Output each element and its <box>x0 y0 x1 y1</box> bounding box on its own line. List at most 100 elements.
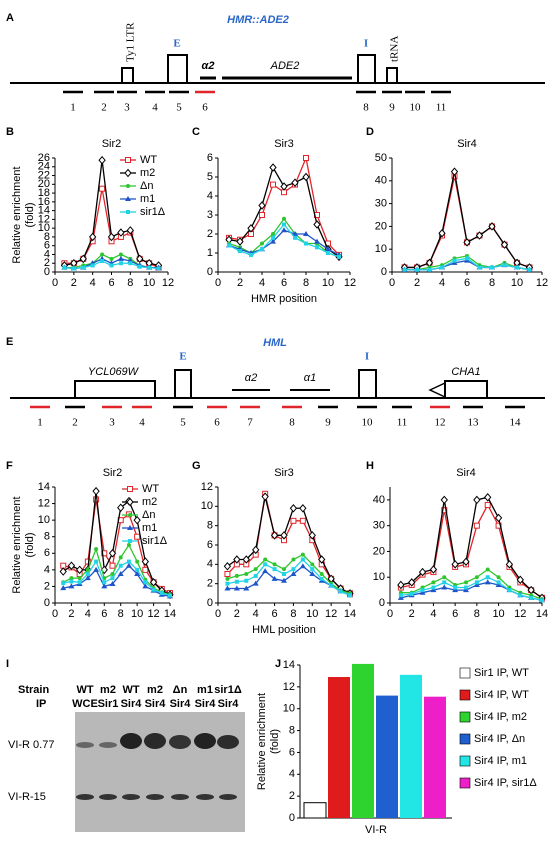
x-tick-label: 6 <box>281 277 287 289</box>
diagram-title: HML <box>263 337 287 349</box>
marker <box>494 513 503 523</box>
marker <box>126 559 131 564</box>
marker <box>149 578 158 587</box>
feature-label: α1 <box>304 372 316 384</box>
y-tick-label: 8 <box>44 531 50 543</box>
marker <box>62 265 67 270</box>
lane-strain: m2 <box>147 684 163 696</box>
marker <box>303 155 309 161</box>
feature-label: I <box>365 351 369 363</box>
marker <box>77 576 82 581</box>
marker <box>485 567 490 572</box>
marker <box>61 581 66 586</box>
marker <box>429 565 438 574</box>
marker <box>463 587 469 593</box>
gel-band <box>99 794 117 800</box>
marker <box>496 575 501 580</box>
trna-box <box>386 67 398 84</box>
marker <box>260 247 264 252</box>
marker <box>430 587 437 593</box>
x-tick-label: 12 <box>162 277 174 289</box>
marker <box>253 573 258 578</box>
segment-label: 6 <box>202 102 208 114</box>
y-tick-label: 20 <box>38 178 50 190</box>
marker <box>452 258 457 263</box>
y-tick-label: 6 <box>289 746 295 758</box>
marker <box>465 256 469 261</box>
marker <box>85 572 90 576</box>
marker <box>463 238 471 247</box>
gel-band <box>146 794 164 800</box>
marker <box>271 232 275 236</box>
marker <box>427 267 432 272</box>
y-tick-label: 12 <box>201 481 213 493</box>
gel-image <box>75 712 245 832</box>
y-axis-label: Relative enrichment <box>11 166 23 263</box>
marker <box>252 580 259 586</box>
x-tick-label: 10 <box>322 277 334 289</box>
y-tick-label: 4 <box>207 190 213 202</box>
x-tick-label: 8 <box>290 608 296 620</box>
marker <box>500 240 509 249</box>
x-tick-label: 14 <box>344 608 356 620</box>
segment-label: 4 <box>139 417 145 429</box>
y-tick-label: 40 <box>373 494 385 506</box>
x-tick-label: 6 <box>452 608 458 620</box>
marker <box>242 555 250 564</box>
marker <box>127 486 133 492</box>
marker <box>247 224 255 233</box>
chart-title: Sir4 <box>457 138 477 150</box>
marker <box>270 238 276 244</box>
marker <box>134 571 141 576</box>
marker <box>409 591 414 596</box>
marker <box>415 267 419 272</box>
marker <box>92 486 100 496</box>
x-tick-label: 2 <box>414 277 420 289</box>
y-tick-label: 8 <box>207 520 213 532</box>
y-tick-label: 4 <box>44 564 50 576</box>
y-tick-label: 10 <box>38 222 50 234</box>
y-tick-label: 50 <box>375 152 387 164</box>
marker <box>126 543 131 547</box>
marker <box>431 580 436 585</box>
lane-ip: Sir1 <box>98 698 119 710</box>
marker <box>397 594 404 600</box>
x-tick-label: 2 <box>234 608 240 620</box>
x-tick-label: 6 <box>108 277 114 289</box>
y-tick-label: 4 <box>207 558 213 570</box>
segment-label: 13 <box>468 417 480 429</box>
segment-label: 8 <box>363 102 369 114</box>
y-tick-label: 14 <box>38 481 50 493</box>
y-tick-label: 4 <box>44 248 50 260</box>
marker <box>474 575 479 580</box>
marker <box>270 531 279 540</box>
marker <box>252 545 260 555</box>
marker <box>126 210 130 214</box>
x-tick-label: 14 <box>164 608 176 620</box>
marker <box>117 255 124 261</box>
marker <box>484 579 491 585</box>
marker <box>314 238 320 244</box>
marker <box>319 576 324 581</box>
marker <box>259 212 265 218</box>
chart-title: Sir3 <box>274 138 294 150</box>
cha1-arrow <box>428 381 446 399</box>
x-tick-label: 6 <box>101 608 107 620</box>
marker <box>490 265 494 270</box>
marker <box>84 558 91 565</box>
marker <box>142 583 149 589</box>
x-tick-label: 4 <box>90 277 96 289</box>
gel-panel: Strain IP <box>18 684 245 832</box>
x-tick-label: 4 <box>253 608 259 620</box>
marker <box>303 231 309 236</box>
marker <box>227 243 231 248</box>
x-tick-label: 12 <box>147 608 159 620</box>
marker <box>126 184 130 188</box>
marker <box>269 163 277 172</box>
gel-band <box>219 794 237 800</box>
marker <box>93 566 100 572</box>
marker <box>60 585 67 591</box>
marker <box>484 502 491 509</box>
series-line <box>228 155 340 256</box>
y-tick-label: 12 <box>38 213 50 225</box>
